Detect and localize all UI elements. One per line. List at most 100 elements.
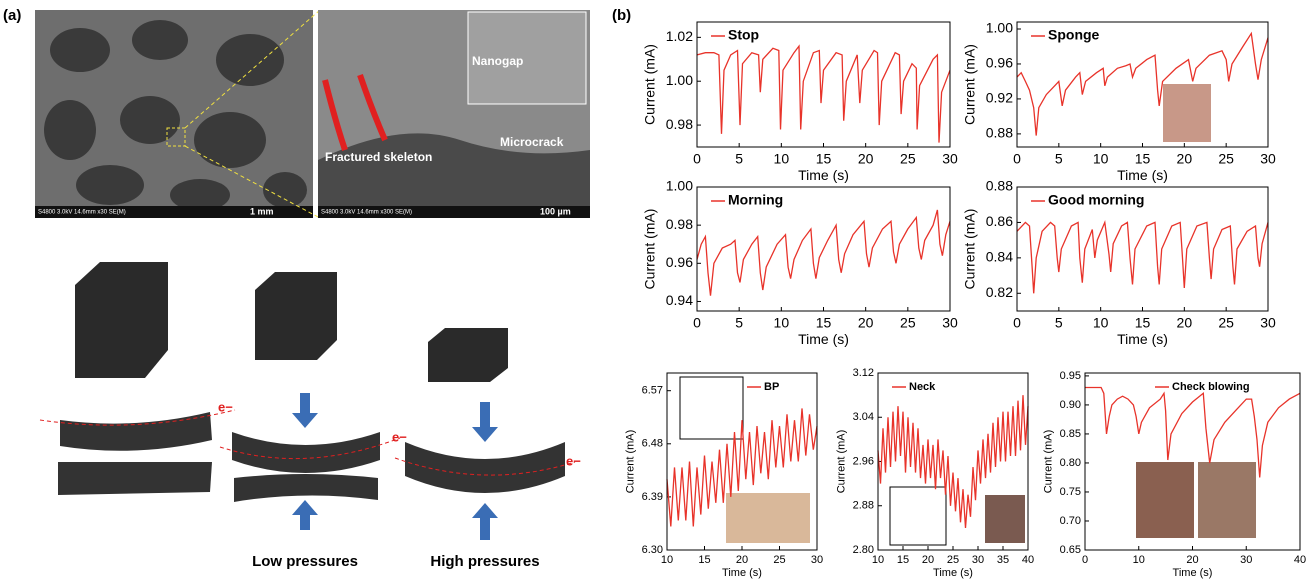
pores	[44, 20, 307, 211]
x-tick-label: 20	[736, 554, 748, 566]
y-tick-label: 0.92	[986, 90, 1013, 106]
x-tick-label: 10	[1093, 314, 1109, 330]
x-tick-label: 30	[972, 554, 984, 566]
x-tick-label: 30	[942, 150, 958, 166]
y-tick-label: 0.88	[986, 125, 1013, 141]
data-line	[1016, 219, 1269, 294]
crack-mark	[357, 74, 388, 142]
data-line	[877, 395, 1029, 528]
photo	[985, 495, 1025, 543]
x-tick-label: 25	[947, 554, 959, 566]
x-tick-label: 0	[1013, 314, 1021, 330]
pressure-label: High pressures	[430, 553, 539, 570]
x-tick-label: 0	[1013, 150, 1021, 166]
data-line	[1016, 31, 1269, 136]
x-tick-label: 25	[900, 150, 916, 166]
y-tick-label: 2.96	[853, 455, 874, 467]
x-tick-label: 35	[997, 554, 1009, 566]
y-axis-title: Current (mA)	[836, 430, 848, 494]
electron: e−	[392, 429, 407, 444]
legend-label: Check blowing	[1172, 381, 1250, 393]
foam-cubes	[75, 262, 508, 382]
pressure-arrows	[292, 393, 498, 540]
panel-label: (a)	[3, 7, 21, 24]
x-tick-label: 5	[1055, 150, 1063, 166]
y-axis-title: Current (mA)	[962, 44, 978, 125]
legend-label: Neck	[909, 381, 936, 393]
foam-strips	[58, 412, 565, 502]
x-tick-label: 40	[1022, 554, 1034, 566]
y-tick-label: 0.85	[1060, 428, 1081, 440]
y-tick-label: 2.80	[853, 544, 874, 556]
y-tick-label: 0.95	[1060, 370, 1081, 382]
photo	[1163, 84, 1211, 142]
x-tick-label: 40	[1294, 554, 1306, 566]
y-tick-label: 0.84	[986, 249, 1013, 265]
y-tick-label: 1.00	[986, 20, 1013, 36]
x-tick-label: 10	[774, 314, 790, 330]
x-tick-label: 20	[922, 554, 934, 566]
x-tick-label: 20	[1177, 314, 1193, 330]
y-axis-title: Current (mA)	[642, 44, 658, 125]
x-tick-label: 15	[1135, 314, 1151, 330]
y-tick-label: 0.98	[666, 116, 693, 132]
panel-label: (b)	[612, 7, 631, 24]
sem-info: S4800 3.0kV 14.6mm x30 SE(M)	[38, 210, 126, 216]
y-tick-label: 6.30	[642, 544, 663, 556]
info-bar	[35, 206, 313, 218]
x-axis-title: Time (s)	[1173, 567, 1213, 579]
y-tick-label: 0.90	[1060, 399, 1081, 411]
y-tick-label: 1.02	[666, 28, 693, 44]
x-tick-label: 15	[698, 554, 710, 566]
y-tick-label: 6.57	[642, 385, 663, 397]
x-tick-label: 20	[1177, 150, 1193, 166]
image-label: Fractured skeleton	[325, 150, 432, 164]
x-tick-label: 25	[1218, 150, 1234, 166]
plot-frame	[1016, 186, 1269, 312]
plot-frame	[1016, 21, 1269, 148]
x-tick-label: 20	[858, 314, 874, 330]
inset-image	[467, 11, 587, 105]
x-tick-label: 30	[1240, 554, 1252, 566]
x-axis-title: Time (s)	[933, 567, 973, 579]
conduction-path	[39, 409, 576, 476]
x-tick-label: 15	[816, 150, 832, 166]
image-label: Nanogap	[472, 54, 523, 68]
y-tick-label: 1.00	[666, 72, 693, 88]
x-tick-label: 15	[897, 554, 909, 566]
electron: e−	[566, 453, 581, 468]
pressure-label: Low pressures	[252, 553, 358, 570]
y-axis-title: Current (mA)	[642, 209, 658, 290]
zoom-line	[184, 145, 321, 219]
y-tick-label: 0.98	[666, 216, 693, 232]
zoom-box	[166, 127, 186, 147]
image-label: Microcrack	[500, 135, 564, 149]
plot-frame	[666, 372, 818, 551]
x-tick-label: 10	[774, 150, 790, 166]
y-tick-label: 2.88	[853, 500, 874, 512]
x-tick-label: 30	[942, 314, 958, 330]
x-axis-title: Time (s)	[722, 567, 762, 579]
y-tick-label: 0.94	[666, 292, 693, 308]
x-tick-label: 0	[1082, 554, 1088, 566]
y-tick-label: 0.70	[1060, 515, 1081, 527]
x-tick-label: 5	[735, 314, 743, 330]
data-line	[696, 209, 951, 296]
y-axis-title: Current (mA)	[962, 209, 978, 290]
y-tick-label: 6.48	[642, 438, 663, 450]
legend-label: Good morning	[1048, 192, 1144, 208]
photo	[1136, 462, 1194, 538]
scalebar: 1 mm	[250, 206, 274, 216]
y-axis-title: Current (mA)	[1043, 430, 1055, 494]
electron: e−	[218, 399, 233, 414]
y-tick-label: 3.12	[853, 367, 874, 379]
legend-label: Stop	[728, 27, 759, 43]
data-line	[1085, 386, 1301, 478]
data-line	[666, 408, 818, 527]
y-tick-label: 0.82	[986, 284, 1013, 300]
photo	[1198, 462, 1256, 538]
plot-frame	[696, 21, 951, 148]
sem-info: S4800 3.0kV 14.6mm x300 SE(M)	[321, 210, 412, 216]
photo	[726, 493, 810, 543]
x-tick-label: 0	[693, 150, 701, 166]
